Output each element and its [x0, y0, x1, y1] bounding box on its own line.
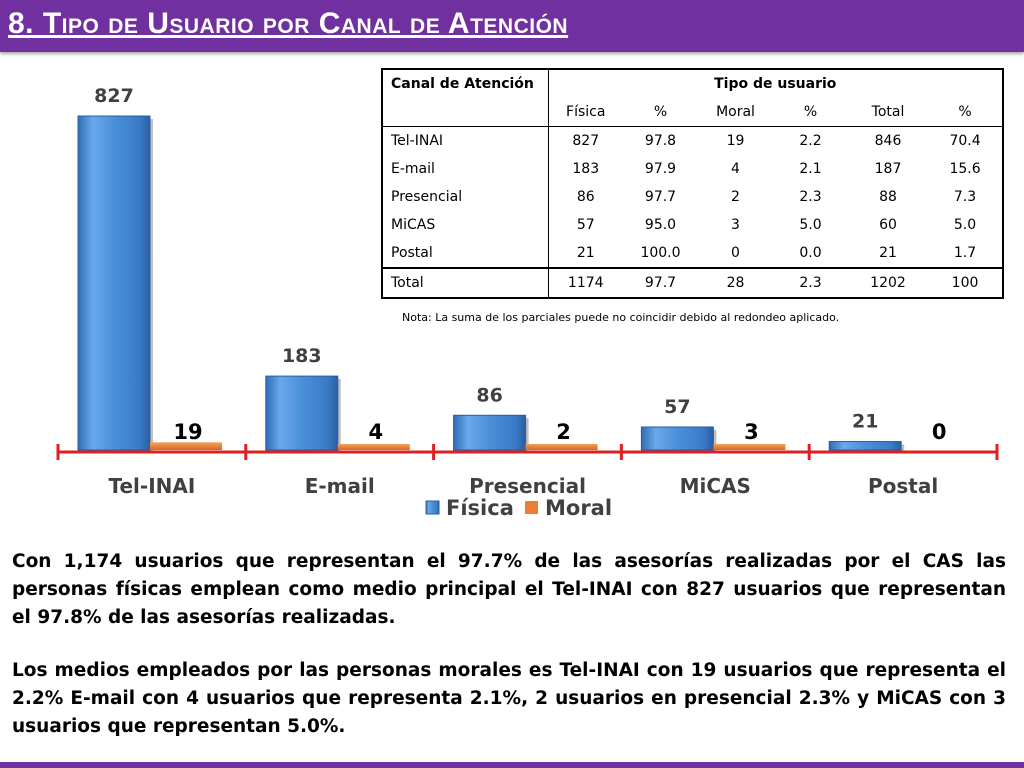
row-label: Postal	[381, 239, 549, 268]
bar-fisica	[640, 426, 714, 451]
bar-chart: 827 19 Tel-INAI 183 4 E-mail 86 2 Presencial 57 3 M…	[56, 85, 999, 520]
table-cell: 2.3	[799, 189, 822, 205]
table-cell: 2.3	[773, 267, 848, 299]
x-tick-label: Tel-INAI	[108, 474, 195, 498]
value-label-fisica: 183	[282, 345, 322, 367]
summary-paragraph-1: Con 1,174 usuarios que representan el 97…	[12, 551, 1006, 628]
table-cell: 97.7	[644, 189, 677, 205]
subheader-empty	[381, 98, 549, 127]
value-label-moral: 3	[744, 420, 759, 444]
table-cell: 95.0	[644, 217, 677, 233]
data-table: Canal de Atención Tipo de usuario Física% M…	[381, 68, 1005, 299]
value-label-fisica: 827	[94, 85, 134, 107]
title-bar: 8. Tipo de Usuario por Canal de Atención	[0, 0, 1024, 52]
table-cell: 1202	[848, 267, 928, 299]
x-tick-label: Presencial	[469, 474, 586, 498]
table-cell: 21	[576, 245, 595, 261]
x-tick-label: Postal	[868, 474, 938, 498]
table-cell: 97.8	[644, 133, 677, 149]
table-note: Nota: La suma de los parciales puede no …	[402, 311, 840, 324]
table-cell: 100	[928, 267, 1005, 299]
table-cell: 100.0	[640, 245, 681, 261]
bar-moral	[713, 444, 786, 450]
table-cell: 15.6	[928, 155, 1005, 183]
table-row: Postal 21 100.0 0 0.0 21 1.7	[381, 239, 1005, 268]
table-cell: 2	[731, 189, 740, 205]
legend-label: Moral	[545, 496, 612, 520]
bar-fisica	[77, 115, 151, 451]
table-cell: 183	[572, 161, 600, 177]
table-cell: 28	[698, 267, 773, 299]
table-cell: 0.0	[799, 245, 822, 261]
bar-moral	[525, 444, 598, 450]
table-cell: 3	[731, 217, 740, 233]
table-row: MiCAS 57 95.0 3 5.0 60 5.0	[381, 211, 1005, 239]
table-cell: 827	[572, 133, 600, 149]
value-label-fisica: 86	[476, 384, 502, 406]
bar-moral	[150, 442, 222, 450]
subheader-cell: %	[928, 98, 1005, 127]
value-label-moral: 2	[556, 420, 571, 444]
legend-swatch	[525, 501, 538, 514]
table-cell: 5.0	[928, 211, 1005, 239]
value-label-moral: 0	[932, 420, 947, 444]
table-cell: 1.7	[928, 239, 1005, 268]
value-label-moral: 4	[368, 420, 383, 444]
table-subheader-row: Física% Moral% Total%	[381, 98, 1005, 127]
summary-paragraph-2: Los medios empleados por las personas mo…	[12, 660, 1006, 737]
table-cell: 57	[576, 217, 595, 233]
bar-fisica	[265, 375, 339, 451]
row-label: Presencial	[381, 183, 549, 211]
x-tick-label: E-mail	[305, 474, 375, 498]
bar-fisica	[453, 414, 527, 451]
table-cell: 70.4	[928, 126, 1005, 155]
legend-label: Física	[446, 496, 514, 520]
table-cell: 187	[874, 161, 902, 177]
table-cell: 7.3	[928, 183, 1005, 211]
legend-swatch	[425, 500, 440, 515]
subheader-cell: Moral	[698, 98, 773, 127]
table-row: E-mail 183 97.9 4 2.1 187 15.6	[381, 155, 1005, 183]
row-label: E-mail	[381, 155, 549, 183]
table-cell: 846	[874, 133, 902, 149]
subheader-cell: Física	[548, 98, 623, 127]
table-row: Tel-INAI 827 97.8 19 2.2 846 70.4	[381, 126, 1005, 155]
slide-title: 8. Tipo de Usuario por Canal de Atención	[8, 7, 569, 40]
value-label-fisica: 21	[852, 411, 878, 433]
bar-fisica	[828, 441, 902, 451]
value-label-fisica: 57	[664, 396, 690, 418]
value-label-moral: 19	[173, 420, 202, 444]
table-cell: 2.1	[799, 161, 822, 177]
table-cell: 19	[726, 133, 745, 149]
header-tipo-usuario: Tipo de usuario	[548, 68, 1005, 98]
table-total-row: Total 1174 97.7 28 2.3 1202 100	[381, 267, 1005, 299]
table-cell: 86	[576, 189, 595, 205]
table-cell: 5.0	[799, 217, 822, 233]
table-cell: 88	[879, 189, 897, 205]
table-cell: 0	[731, 245, 740, 261]
row-label: Total	[381, 267, 549, 299]
table-cell: 21	[879, 245, 897, 261]
table-header-row: Canal de Atención Tipo de usuario	[381, 68, 1005, 98]
table-cell: 60	[879, 217, 897, 233]
header-canal: Canal de Atención	[381, 68, 549, 98]
row-label: Tel-INAI	[381, 126, 549, 155]
bar-moral	[337, 444, 410, 450]
table-cell: 1174	[548, 267, 623, 299]
subheader-cell: Total	[848, 98, 928, 127]
bottom-rule	[0, 762, 1024, 768]
x-tick-label: MiCAS	[680, 474, 751, 498]
table-cell: 97.9	[644, 161, 677, 177]
table-cell: 4	[731, 161, 740, 177]
subheader-cell: %	[773, 98, 848, 127]
row-label: MiCAS	[381, 211, 549, 239]
table-cell: 2.2	[799, 133, 822, 149]
table-cell: 97.7	[623, 267, 698, 299]
subheader-cell: %	[623, 98, 698, 127]
table-row: Presencial 86 97.7 2 2.3 88 7.3	[381, 183, 1005, 211]
